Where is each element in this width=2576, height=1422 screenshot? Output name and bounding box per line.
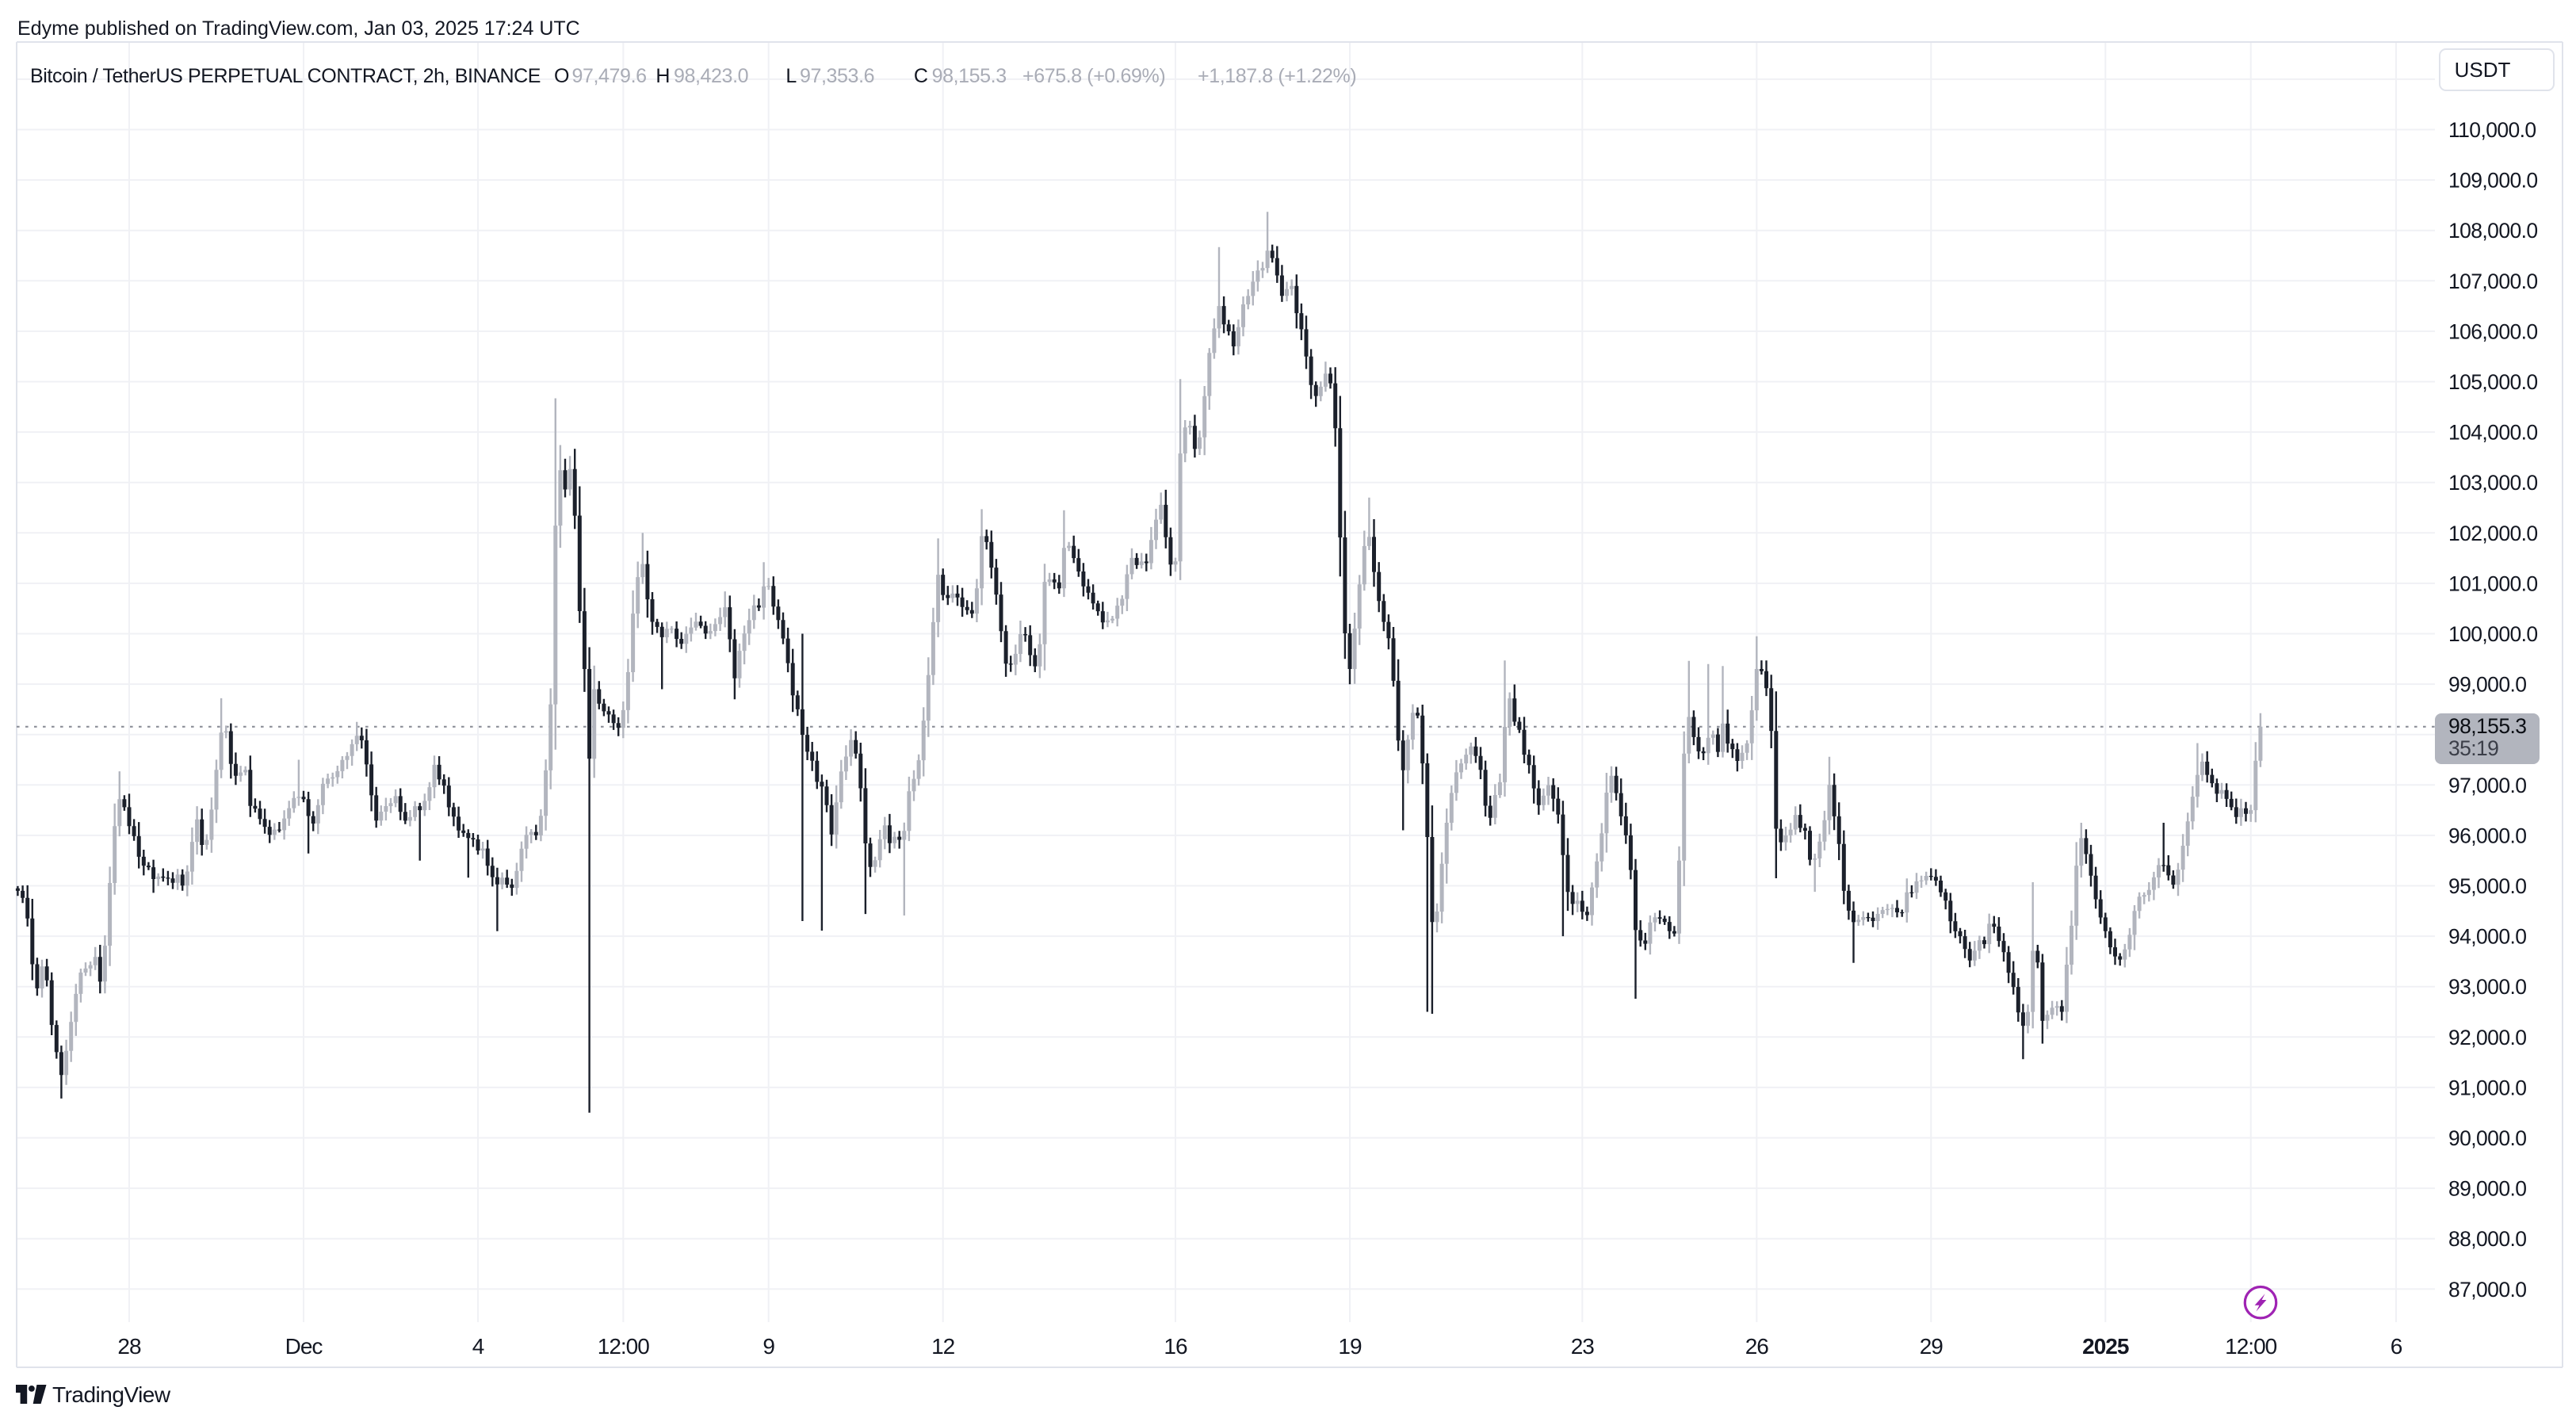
svg-text:H: H [655,65,670,87]
svg-text:26: 26 [1745,1334,1769,1359]
svg-text:6: 6 [2391,1334,2402,1359]
svg-text:90,000.0: 90,000.0 [2448,1126,2526,1150]
svg-text:16: 16 [1164,1334,1187,1359]
svg-text:95,000.0: 95,000.0 [2448,874,2526,898]
svg-text:USDT: USDT [2455,58,2511,82]
svg-text:Dec: Dec [285,1334,323,1359]
svg-text:+675.8 (+0.69%): +675.8 (+0.69%) [1022,65,1165,87]
svg-text:9: 9 [762,1334,774,1359]
svg-text:97,353.6: 97,353.6 [800,65,874,87]
svg-text:12:00: 12:00 [598,1334,649,1359]
svg-text:88,000.0: 88,000.0 [2448,1227,2526,1251]
svg-text:35:19: 35:19 [2448,736,2498,760]
svg-text:Bitcoin / TetherUS PERPETUAL C: Bitcoin / TetherUS PERPETUAL CONTRACT, 2… [30,65,541,87]
svg-text:110,000.0: 110,000.0 [2448,118,2536,142]
svg-text:98,155.3: 98,155.3 [2448,714,2526,738]
svg-text:87,000.0: 87,000.0 [2448,1278,2526,1302]
svg-text:97,479.6: 97,479.6 [572,65,647,87]
svg-text:106,000.0: 106,000.0 [2448,319,2538,343]
svg-text:99,000.0: 99,000.0 [2448,673,2526,697]
svg-text:92,000.0: 92,000.0 [2448,1026,2526,1049]
svg-text:23: 23 [1571,1334,1595,1359]
svg-text:4: 4 [472,1334,484,1359]
svg-text:O: O [554,65,569,87]
svg-text:12:00: 12:00 [2225,1334,2276,1359]
svg-text:+1,187.8 (+1.22%): +1,187.8 (+1.22%) [1198,65,1356,87]
svg-text:93,000.0: 93,000.0 [2448,975,2526,999]
svg-text:2025: 2025 [2082,1334,2129,1359]
svg-text:L: L [785,65,797,87]
svg-text:100,000.0: 100,000.0 [2448,622,2538,646]
svg-text:101,000.0: 101,000.0 [2448,571,2538,595]
svg-text:91,000.0: 91,000.0 [2448,1076,2526,1099]
svg-text:29: 29 [1920,1334,1943,1359]
svg-text:109,000.0: 109,000.0 [2448,169,2538,193]
svg-text:96,000.0: 96,000.0 [2448,824,2526,847]
svg-text:C: C [914,65,928,87]
svg-text:12: 12 [931,1334,955,1359]
svg-text:98,155.3: 98,155.3 [932,65,1007,87]
svg-text:94,000.0: 94,000.0 [2448,925,2526,949]
svg-text:Edyme published on TradingView: Edyme published on TradingView.com, Jan … [17,17,580,40]
svg-text:108,000.0: 108,000.0 [2448,219,2538,243]
svg-text:97,000.0: 97,000.0 [2448,774,2526,797]
svg-text:105,000.0: 105,000.0 [2448,370,2538,394]
svg-text:19: 19 [1338,1334,1362,1359]
svg-text:TradingView: TradingView [52,1382,171,1407]
svg-text:98,423.0: 98,423.0 [674,65,748,87]
svg-text:89,000.0: 89,000.0 [2448,1177,2526,1201]
svg-text:102,000.0: 102,000.0 [2448,522,2538,545]
svg-text:28: 28 [117,1334,141,1359]
svg-text:107,000.0: 107,000.0 [2448,269,2538,293]
svg-text:103,000.0: 103,000.0 [2448,471,2538,495]
svg-text:104,000.0: 104,000.0 [2448,421,2538,445]
